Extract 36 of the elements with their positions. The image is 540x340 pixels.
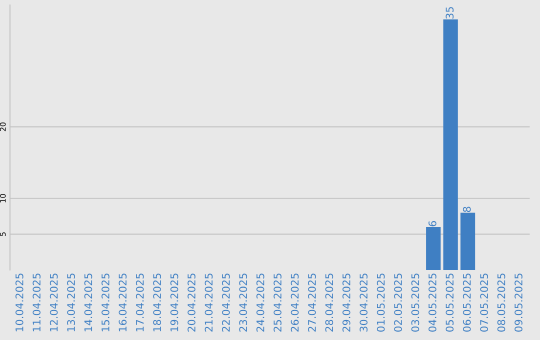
x-tick-label: 26.04.2025: [290, 274, 299, 332]
x-tick-label: 29.04.2025: [342, 274, 350, 332]
x-tick-label: 02.05.2025: [394, 274, 402, 332]
x-tick-label: 16.04.2025: [118, 274, 127, 332]
x-tick-label: 05.05.2025: [446, 274, 454, 332]
bar: [426, 227, 441, 270]
x-tick-label: 23.04.2025: [239, 274, 248, 332]
x-tick-label: 12.04.2025: [50, 274, 58, 332]
x-tick-label: 20.04.2025: [188, 274, 196, 332]
data-label: 35: [446, 7, 454, 19]
x-tick-label: 17.04.2025: [136, 274, 144, 332]
bar: [443, 19, 458, 270]
x-tick-label: 28.04.2025: [325, 274, 334, 332]
x-tick-label: 25.04.2025: [274, 274, 282, 332]
x-tick-label: 01.05.2025: [376, 274, 385, 332]
data-label: 8: [462, 206, 471, 212]
x-tick-label: 27.04.2025: [308, 274, 316, 332]
x-tick-label: 07.05.2025: [480, 274, 488, 332]
x-tick-label: 08.05.2025: [497, 274, 506, 332]
x-tick-label: 18.04.2025: [153, 274, 162, 332]
x-tick-label: 14.04.2025: [84, 274, 92, 332]
x-tick-label: 24.04.2025: [256, 274, 264, 332]
x-tick-label: 19.04.2025: [170, 274, 178, 332]
x-tick-label: 13.04.2025: [67, 274, 75, 332]
x-tick-label: 15.04.2025: [102, 274, 110, 332]
x-tick-label: 04.05.2025: [428, 274, 436, 332]
x-tick-label: 06.05.2025: [462, 274, 471, 332]
x-tick-label: 21.04.2025: [204, 274, 213, 332]
x-tick-label: 22.04.2025: [222, 274, 230, 332]
bar: [460, 212, 476, 270]
x-tick-label: 03.05.2025: [411, 274, 420, 332]
x-tick-label: 09.05.2025: [514, 274, 522, 332]
x-tick-label: 10.04.2025: [15, 274, 24, 332]
x-tick-label: 30.04.2025: [360, 274, 368, 332]
data-label: 6: [428, 221, 436, 226]
x-tick-label: 11.04.2025: [32, 274, 41, 332]
